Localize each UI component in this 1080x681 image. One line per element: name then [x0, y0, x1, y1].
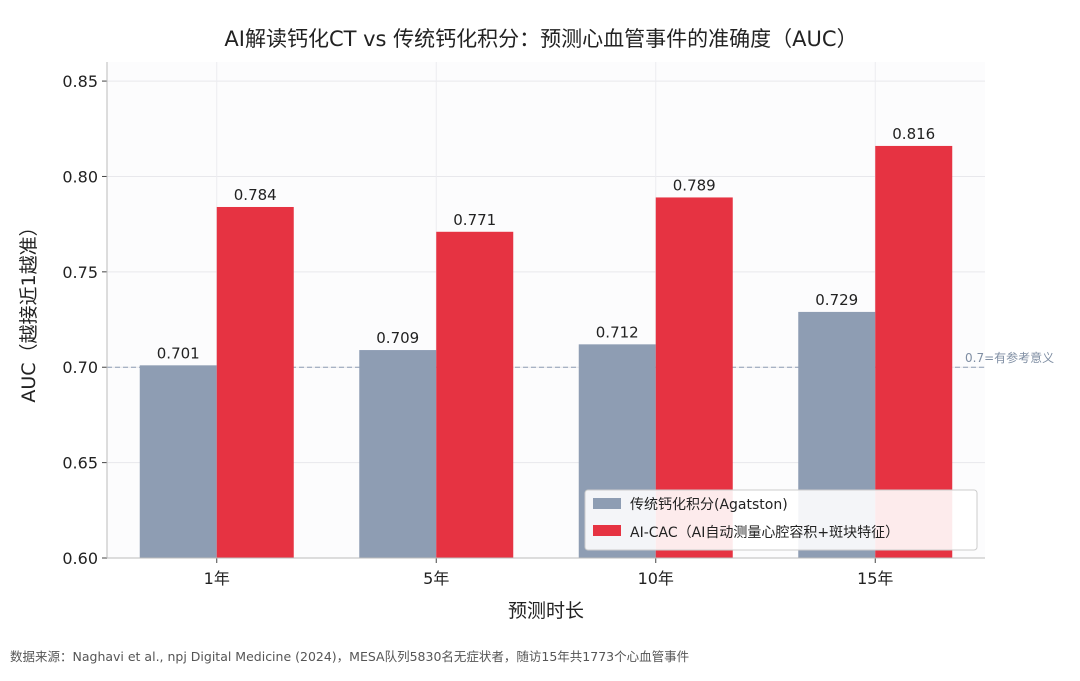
bar-series-0-5年 — [359, 350, 437, 558]
legend: 传统钙化积分(Agatston) AI-CAC（AI自动测量心腔容积+斑块特征） — [584, 489, 978, 551]
y-tick-label: 0.85 — [62, 72, 98, 91]
data-label: 0.816 — [892, 125, 935, 143]
data-label: 0.729 — [815, 291, 858, 309]
chart-title: AI解读钙化CT vs 传统钙化积分：预测心血管事件的准确度（AUC） — [224, 27, 857, 51]
y-tick-label: 0.65 — [62, 454, 98, 473]
data-label: 0.709 — [376, 329, 419, 347]
y-tick-label: 0.75 — [62, 263, 98, 282]
x-tick-label: 1年 — [204, 569, 230, 588]
bar-series-0-1年 — [139, 365, 217, 558]
bar-series-1-1年 — [216, 206, 294, 558]
chart: 0.60 0.65 0.70 0.75 0.80 0.85 1年 5年 10年 15年 0.701… — [18, 27, 1054, 622]
data-label: 0.701 — [157, 344, 200, 362]
data-label: 0.712 — [596, 323, 639, 341]
x-axis-label: 预测时长 — [508, 600, 584, 622]
bar-series-1-5年 — [436, 231, 514, 559]
data-label: 0.784 — [234, 186, 277, 204]
reference-line-label: 0.7=有参考意义 — [965, 350, 1054, 365]
y-tick-label: 0.70 — [62, 358, 98, 377]
y-axis-label: AUC（越接近1越准） — [18, 217, 40, 402]
axes: 0.60 0.65 0.70 0.75 0.80 0.85 1年 5年 10年 15年 — [62, 62, 985, 588]
data-label: 0.771 — [453, 211, 496, 229]
x-tick-label: 5年 — [423, 569, 449, 588]
source-note: 数据来源：Naghavi et al., npj Digital Medicin… — [10, 649, 690, 664]
bar-series-1-15年 — [875, 145, 953, 558]
x-tick-label: 15年 — [857, 569, 893, 588]
data-labels: 0.701 0.784 0.709 0.771 0.712 0.789 0.729 0.816 — [157, 125, 935, 362]
x-tick-label: 10年 — [638, 569, 674, 588]
data-label: 0.789 — [673, 176, 716, 194]
legend-frame — [584, 489, 978, 551]
y-tick-label: 0.60 — [62, 549, 98, 568]
y-tick-label: 0.80 — [62, 167, 98, 186]
legend-swatch-series-0 — [593, 498, 621, 509]
legend-swatch-series-1 — [593, 525, 621, 536]
legend-label-series-0: 传统钙化积分(Agatston) — [630, 497, 788, 513]
legend-label-series-1: AI-CAC（AI自动测量心腔容积+斑块特征） — [630, 524, 899, 541]
